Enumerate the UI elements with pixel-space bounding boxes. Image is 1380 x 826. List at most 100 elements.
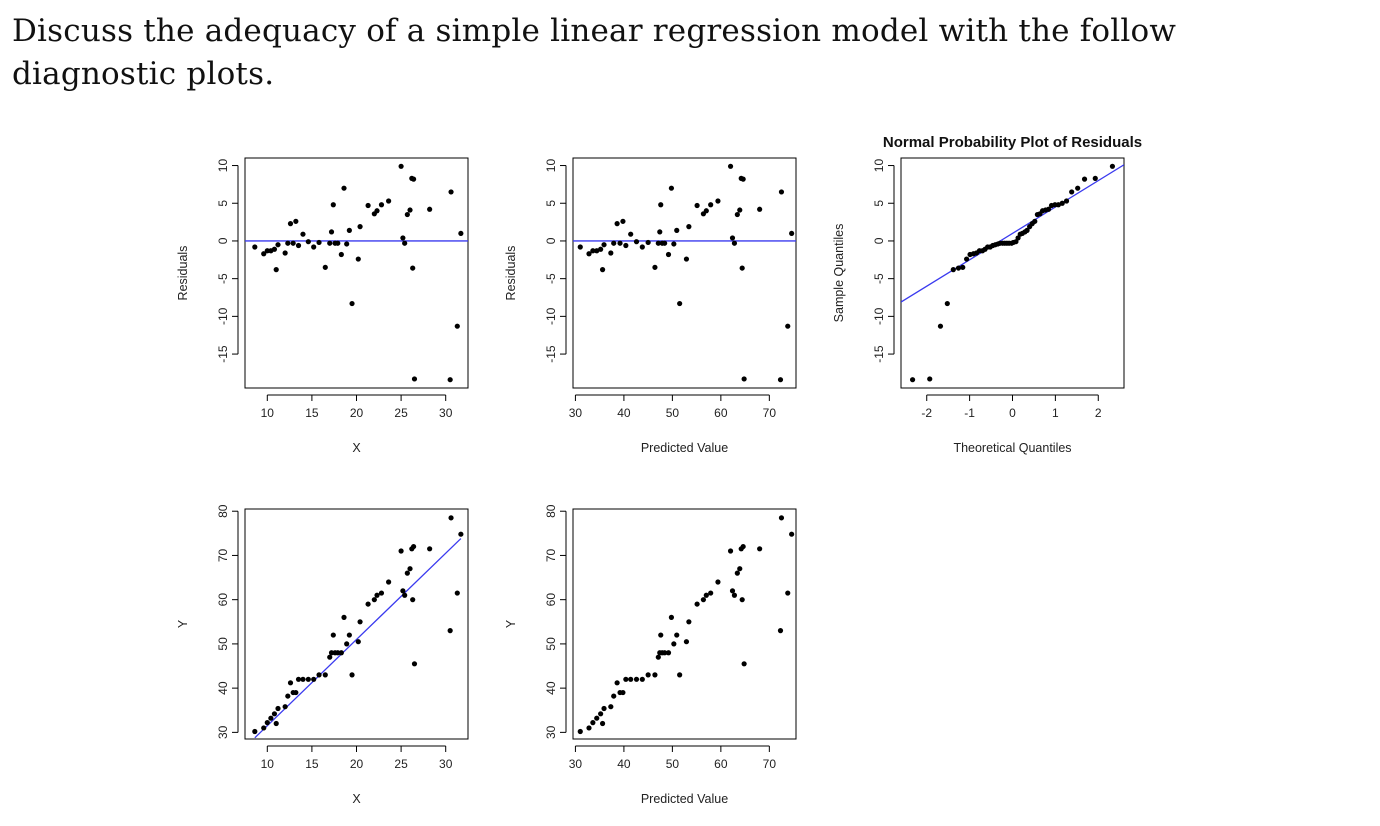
data-point [655,240,661,246]
data-point [1015,235,1021,241]
y-tick-label: 30 [544,725,558,739]
plot-frame [244,508,469,740]
data-point [645,239,651,246]
data-point [599,267,606,273]
data-point [404,211,410,218]
data-point [322,672,328,678]
data-point [729,588,736,594]
data-point [1069,189,1075,195]
y-tick-label: 40 [544,681,558,695]
data-point [357,619,363,625]
data-point [346,227,352,233]
data-point [671,641,677,647]
data-point [268,715,274,721]
data-point [349,300,355,307]
data-point [327,240,333,246]
x-tick-label: 30 [569,757,583,771]
x-tick-label: 10 [261,757,275,771]
x-tick-label: 60 [714,757,728,771]
data-point [611,693,617,699]
data-point [683,256,690,262]
data-point [335,240,341,246]
x-tick-label: 10 [261,406,275,420]
data-point [447,628,453,634]
data-point [731,240,738,246]
data-point [668,614,675,620]
data-point [1075,185,1081,191]
data-point [668,185,675,191]
data-point [700,597,707,603]
data-point [731,592,738,598]
data-points [909,163,1116,383]
data-point [402,240,408,246]
x-axis: -2 -1 0 1 2 [921,394,1102,420]
data-point [1063,198,1070,204]
data-points [252,163,464,383]
plot-frame [572,508,797,740]
data-point [1024,227,1030,233]
data-point [410,543,417,550]
data-point [633,239,640,245]
y-axis-title: Y [504,619,518,628]
y-tick-label: -10 [544,307,558,325]
data-point [349,672,355,678]
data-point [374,208,380,214]
plot-y-vs-x: 10 15 20 25 30 30 40 50 60 70 80 X Y [176,504,469,806]
y-tick-label: 70 [544,548,558,562]
x-tick-label: 0 [1009,406,1016,420]
data-point [677,672,683,678]
x-tick-label: 50 [666,406,680,420]
x-tick-label: 25 [394,757,408,771]
plot-frame [900,157,1125,389]
x-tick-label: 20 [350,406,364,420]
x-axis-title: Predicted Value [641,792,728,806]
data-point [311,676,317,682]
data-point [322,264,328,270]
data-point [295,676,302,682]
data-point [305,239,311,245]
data-point [703,208,709,214]
data-point [708,202,714,208]
data-point [327,654,333,660]
data-point [300,676,306,682]
y-tick-label: 0 [872,237,886,244]
data-point [734,570,740,576]
x-axis: 30 40 50 60 70 [569,745,776,771]
data-point [778,515,785,521]
x-tick-label: 60 [714,406,728,420]
data-point [293,689,299,696]
y-axis: -15 -10 -5 0 5 10 [872,159,895,363]
data-point [586,725,592,731]
fitted-line [901,164,1124,303]
data-point [365,202,371,209]
data-point [1032,218,1038,224]
data-point [620,218,626,224]
y-tick-label: 10 [544,159,558,173]
y-tick-label: -15 [872,345,886,363]
data-point [665,251,672,258]
data-point [727,548,734,554]
plot-frame [244,157,469,389]
data-point [338,650,344,656]
data-point [1092,175,1098,181]
data-point [1109,163,1116,169]
x-tick-label: 40 [617,757,631,771]
y-tick-label: -15 [216,345,230,363]
data-point [611,240,617,246]
data-point [683,639,690,645]
data-point [261,251,267,257]
data-point [386,579,392,585]
x-axis-title: X [352,441,361,455]
data-point [740,176,746,182]
y-tick-label: -10 [872,307,886,325]
data-point [594,715,600,721]
x-tick-label: 30 [439,406,453,420]
x-tick-label: 70 [763,406,777,420]
y-tick-label: 10 [872,159,886,173]
data-point [316,672,322,678]
data-point [757,206,763,212]
data-point [293,218,299,224]
data-point [458,531,464,537]
data-point [652,672,658,678]
data-point [694,202,700,209]
